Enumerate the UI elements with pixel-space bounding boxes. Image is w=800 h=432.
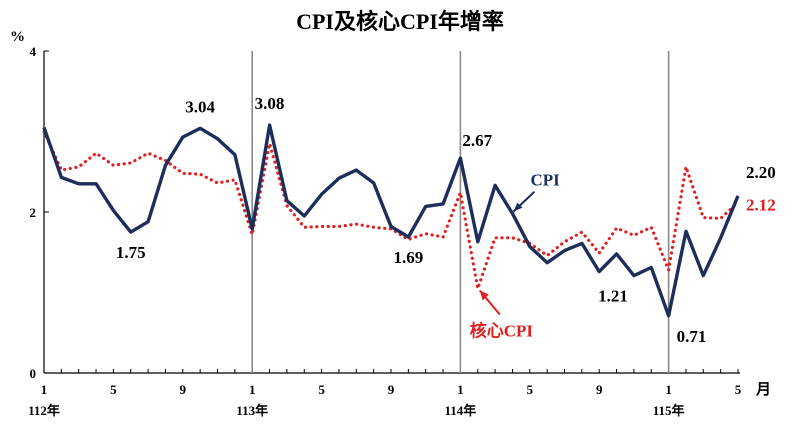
x-tick-label: 1 (249, 382, 256, 397)
cpi-series-label: CPI (530, 171, 560, 190)
x-tick-label: 9 (596, 382, 603, 397)
y-tick-label: 2 (30, 205, 37, 220)
y-tick-label: 0 (30, 366, 37, 381)
year-label: 113年 (236, 403, 268, 418)
x-tick-label: 1 (665, 382, 672, 397)
data-label: 1.75 (116, 243, 146, 262)
data-label: 1.21 (598, 287, 628, 306)
axes: 0 2 4 1 5 9 1 5 9 1 5 9 1 5 112年 113年 114年 115年 (28, 44, 742, 418)
year-dividers (251, 51, 670, 373)
data-labels: 1.75 3.04 3.08 1.69 2.67 1.21 0.71 2.20 2.12 (116, 94, 776, 346)
chart-title: CPI及核心CPI年增率 (296, 9, 504, 34)
x-unit: 月 (755, 381, 771, 398)
x-tick-label: 5 (318, 382, 325, 397)
x-tick-label: 9 (388, 382, 395, 397)
y-unit: % (10, 29, 25, 45)
year-label: 114年 (445, 403, 477, 418)
data-label: 3.08 (255, 94, 285, 113)
data-label: 1.69 (393, 248, 423, 267)
x-tick-label: 5 (735, 382, 742, 397)
year-label: 115年 (653, 403, 685, 418)
series-line-cpi (42, 123, 740, 318)
year-label: 112年 (28, 403, 60, 418)
core-cpi-series-label: 核心CPI (470, 320, 534, 340)
x-tick-label: 5 (527, 382, 534, 397)
data-label: 3.04 (185, 97, 215, 116)
core-cpi-callout-arrowhead (479, 290, 489, 301)
cpi-callout-arrowhead (513, 202, 523, 212)
data-label: 2.12 (746, 195, 776, 214)
y-tick-label: 4 (30, 44, 37, 59)
data-label: 2.67 (462, 131, 492, 150)
x-tick-label: 1 (41, 382, 48, 397)
data-label: 2.20 (746, 163, 776, 182)
series-line-core-cpi (42, 129, 740, 291)
x-tick-label: 9 (180, 382, 187, 397)
x-tick-label: 1 (457, 382, 464, 397)
series-callouts: CPI 核心CPI (470, 171, 560, 341)
series-lines (42, 123, 740, 318)
data-label: 0.71 (677, 327, 707, 346)
x-tick-label: 5 (110, 382, 117, 397)
